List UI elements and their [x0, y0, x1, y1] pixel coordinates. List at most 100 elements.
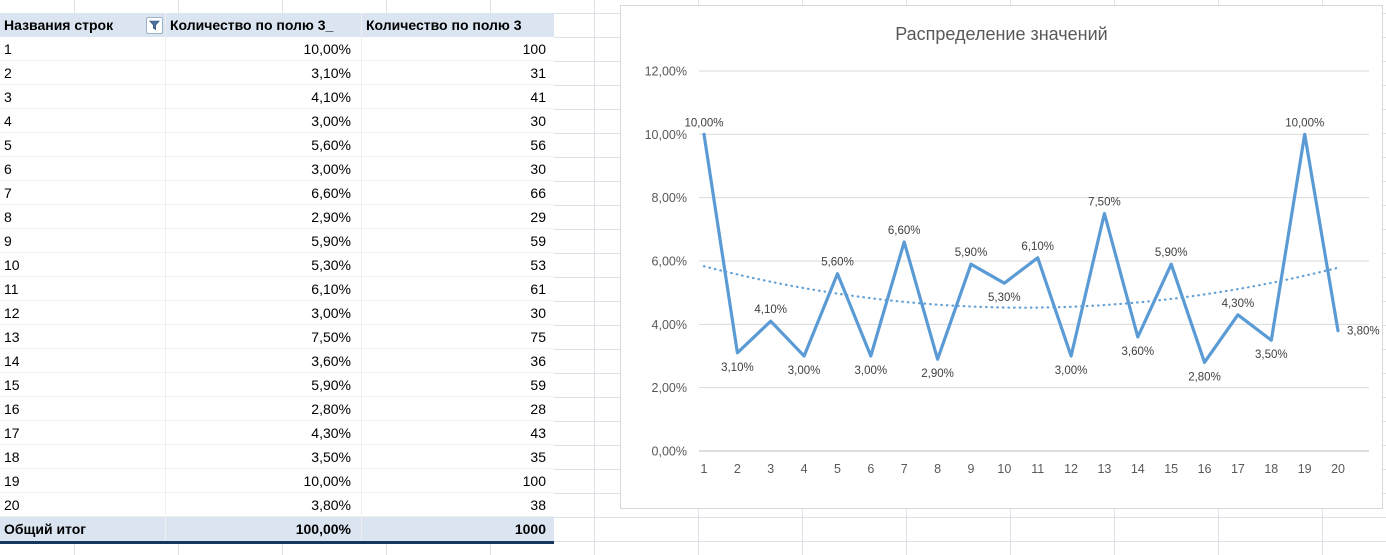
- row-pct-cell[interactable]: 10,00%: [166, 37, 362, 60]
- total-count-cell[interactable]: 1000: [514, 521, 546, 537]
- chart-panel[interactable]: 12,00% 10,00% 8,00% 6,00% 4,00% 2,00% 0,00% 1 2 3…: [620, 5, 1383, 509]
- x-tick-label: 4: [801, 462, 808, 476]
- row-pct-cell[interactable]: 2,80%: [166, 397, 362, 420]
- row-count-cell[interactable]: 66: [530, 184, 546, 201]
- table-row: 14 3,60% 36: [0, 349, 554, 373]
- row-label-cell[interactable]: 18: [0, 445, 166, 468]
- x-tick-label: 9: [967, 462, 974, 476]
- row-count-cell[interactable]: 31: [530, 64, 546, 81]
- row-pct-cell[interactable]: 5,30%: [166, 253, 362, 276]
- row-label-cell[interactable]: 15: [0, 373, 166, 396]
- row-count-cell[interactable]: 43: [530, 424, 546, 441]
- table-row: 4 3,00% 30: [0, 109, 554, 133]
- x-tick-label: 5: [834, 462, 841, 476]
- row-pct-cell[interactable]: 5,90%: [166, 373, 362, 396]
- table-row: 2 3,10% 31: [0, 61, 554, 85]
- row-pct-cell[interactable]: 10,00%: [166, 469, 362, 492]
- row-pct-cell[interactable]: 5,60%: [166, 133, 362, 156]
- row-pct-cell[interactable]: 3,00%: [166, 109, 362, 132]
- row-count-cell[interactable]: 61: [530, 280, 546, 297]
- row-count-cell[interactable]: 29: [530, 208, 546, 225]
- row-count-cell[interactable]: 38: [530, 496, 546, 513]
- data-point-label: 5,30%: [988, 292, 1021, 304]
- data-point-label: 3,00%: [788, 365, 821, 377]
- header-count-cell[interactable]: Количество по полю 3: [366, 17, 522, 33]
- row-label-cell[interactable]: 16: [0, 397, 166, 420]
- row-pct-cell[interactable]: 4,30%: [166, 421, 362, 444]
- row-pct-cell[interactable]: 3,10%: [166, 61, 362, 84]
- row-label-cell[interactable]: 20: [0, 493, 166, 516]
- chart-title: Распределение значений: [895, 24, 1108, 44]
- row-pct-cell[interactable]: 2,90%: [166, 205, 362, 228]
- row-label-cell[interactable]: 3: [0, 85, 166, 108]
- row-count-cell[interactable]: 100: [522, 40, 546, 57]
- row-label-cell[interactable]: 14: [0, 349, 166, 372]
- row-pct-cell[interactable]: 3,50%: [166, 445, 362, 468]
- row-pct-cell[interactable]: 3,60%: [166, 349, 362, 372]
- header-count-pct-cell[interactable]: Количество по полю 3_: [166, 13, 362, 37]
- row-count-cell[interactable]: 75: [530, 328, 546, 345]
- row-count-cell[interactable]: 30: [530, 304, 546, 321]
- row-count-cell[interactable]: 56: [530, 136, 546, 153]
- data-point-label: 4,30%: [1222, 298, 1255, 310]
- row-label-cell[interactable]: 6: [0, 157, 166, 180]
- row-pct-cell[interactable]: 7,50%: [166, 325, 362, 348]
- row-count-cell[interactable]: 35: [530, 448, 546, 465]
- x-tick-label: 14: [1131, 462, 1145, 476]
- row-label-cell[interactable]: 10: [0, 253, 166, 276]
- row-count-cell[interactable]: 100: [522, 472, 546, 489]
- y-tick-label: 2,00%: [652, 381, 687, 395]
- row-count-cell[interactable]: 30: [530, 112, 546, 129]
- row-label-cell[interactable]: 19: [0, 469, 166, 492]
- x-tick-label: 1: [701, 462, 708, 476]
- row-label-cell[interactable]: 17: [0, 421, 166, 444]
- row-count-cell[interactable]: 41: [530, 88, 546, 105]
- table-row: 5 5,60% 56: [0, 133, 554, 157]
- row-pct-cell[interactable]: 6,60%: [166, 181, 362, 204]
- table-row: 17 4,30% 43: [0, 421, 554, 445]
- row-label-cell[interactable]: 2: [0, 61, 166, 84]
- row-label-cell[interactable]: 8: [0, 205, 166, 228]
- total-pct-cell[interactable]: 100,00%: [166, 517, 362, 541]
- row-pct-cell[interactable]: 4,10%: [166, 85, 362, 108]
- row-count-cell[interactable]: 59: [530, 232, 546, 249]
- row-label-cell[interactable]: 13: [0, 325, 166, 348]
- total-label-cell[interactable]: Общий итог: [0, 517, 166, 541]
- row-label-cell[interactable]: 5: [0, 133, 166, 156]
- pivot-table: Названия строк Количество по полю 3_ Кол…: [0, 13, 554, 544]
- y-tick-label: 4,00%: [652, 318, 687, 332]
- data-point-label: 2,80%: [1188, 371, 1221, 383]
- header-row-labels-cell[interactable]: Названия строк: [0, 13, 166, 37]
- table-row: 20 3,80% 38: [0, 493, 554, 517]
- x-tick-label: 8: [934, 462, 941, 476]
- row-label-cell[interactable]: 1: [0, 37, 166, 60]
- row-label-cell[interactable]: 11: [0, 277, 166, 300]
- x-tick-label: 12: [1064, 462, 1078, 476]
- row-label-cell[interactable]: 9: [0, 229, 166, 252]
- row-pct-cell[interactable]: 3,00%: [166, 157, 362, 180]
- pivot-rows-container: 1 10,00% 100 2 3,10% 31 3 4,10% 41 4 3,00% 30 5 5,60%…: [0, 37, 554, 517]
- data-point-label: 10,00%: [684, 117, 723, 129]
- data-point-label: 3,00%: [1055, 365, 1088, 377]
- table-row: 9 5,90% 59: [0, 229, 554, 253]
- row-count-cell[interactable]: 28: [530, 400, 546, 417]
- row-count-cell[interactable]: 53: [530, 256, 546, 273]
- pivot-header-row: Названия строк Количество по полю 3_ Кол…: [0, 13, 554, 37]
- row-count-cell[interactable]: 36: [530, 352, 546, 369]
- row-label-cell[interactable]: 12: [0, 301, 166, 324]
- y-tick-label: 6,00%: [652, 255, 687, 269]
- row-label-cell[interactable]: 7: [0, 181, 166, 204]
- row-pct-cell[interactable]: 3,80%: [166, 493, 362, 516]
- filter-button[interactable]: [146, 16, 163, 34]
- row-label-cell[interactable]: 4: [0, 109, 166, 132]
- row-pct-cell[interactable]: 6,10%: [166, 277, 362, 300]
- row-count-cell[interactable]: 30: [530, 160, 546, 177]
- y-tick-label: 8,00%: [652, 191, 687, 205]
- table-row: 1 10,00% 100: [0, 37, 554, 61]
- header-row-labels-text: Названия строк: [4, 17, 114, 33]
- row-count-cell[interactable]: 59: [530, 376, 546, 393]
- row-pct-cell[interactable]: 5,90%: [166, 229, 362, 252]
- row-pct-cell[interactable]: 3,00%: [166, 301, 362, 324]
- x-tick-label: 10: [997, 462, 1011, 476]
- data-point-label: 3,60%: [1121, 346, 1154, 358]
